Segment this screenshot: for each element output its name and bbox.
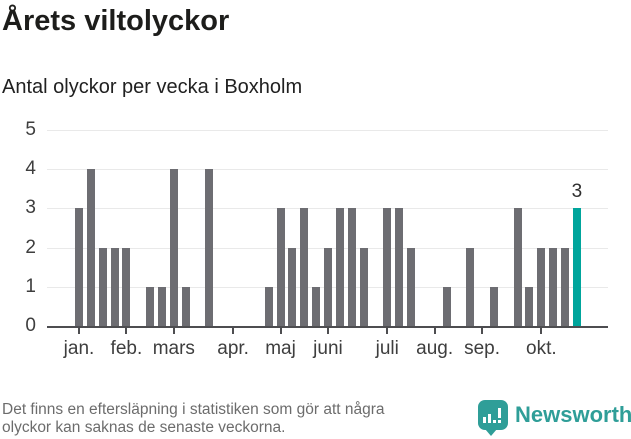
x-axis-label: maj [265,338,296,359]
y-axis: 0 1 2 3 4 5 [0,120,36,336]
bar-week [335,208,344,326]
bar-week [86,169,95,326]
x-axis-label: jan. [63,338,95,359]
chart-subtitle: Antal olyckor per vecka i Boxholm [2,76,303,98]
bar-week-highlight [572,208,581,326]
x-axis-tick [172,328,175,334]
bar-week [110,247,119,326]
x-axis-label: okt. [526,338,557,359]
speech-bubble-tail [485,429,497,436]
bar-week [146,286,155,326]
x-axis-label: aug. [416,338,454,359]
x-axis-tick [386,328,389,334]
bar-chart-speech-bubble-icon [478,400,508,430]
bar-week [169,169,178,326]
bar-week [288,247,297,326]
bar-week [157,286,166,326]
highlight-value-label: 3 [571,181,583,202]
x-axis-label: juni [313,338,343,359]
bar-week [300,208,309,326]
footer-note-line2: olyckor kan saknas de senaste veckorna. [2,418,286,436]
bar-week [395,208,404,326]
bar-week [347,208,356,326]
bar-week [406,247,415,326]
page-title: Årets viltolyckor [2,5,230,37]
bar-week [442,286,451,326]
bar-week [323,247,332,326]
x-axis-tick [326,328,329,334]
y-axis-label: 2 [25,236,36,258]
y-axis-label: 1 [25,275,36,297]
footer-note-line1: Det finns en eftersläpning i statistiken… [2,401,385,418]
bar-week [205,169,214,326]
x-axis-tick [125,328,128,334]
bar-week [466,247,475,326]
bar-week [75,208,83,326]
x-axis-label: mars [152,338,195,359]
x-axis-tick [279,328,282,334]
bar-week [513,208,522,326]
bar-week [383,208,392,326]
plot-area [47,130,608,328]
brand-name: Newsworthy [515,402,631,427]
bar-week [98,247,107,326]
bar-week [276,208,285,326]
x-axis-tick [78,328,80,334]
x-axis: jan. feb. mars apr. maj juni juli aug. sep. okt. [47,328,608,362]
bar-week [312,286,321,326]
gridline [47,130,608,131]
x-axis-tick [232,328,235,334]
y-axis-label: 5 [25,119,36,140]
gridline [47,169,608,171]
x-axis-tick [540,328,543,334]
bar-week [489,286,498,326]
gridline [47,208,608,210]
y-axis-label: 3 [25,197,36,219]
bar-week [561,247,570,326]
bar-week [264,286,273,326]
x-axis-label: feb. [110,338,143,359]
y-axis-label: 0 [25,315,36,336]
x-axis-label: juli [375,338,399,359]
bar-week [549,247,558,326]
footer-note: Det finns en eftersläpning i statistiken… [2,401,385,436]
x-axis-label: apr. [217,338,249,359]
x-axis-tick [481,328,484,334]
y-axis-label: 4 [25,158,36,180]
bar-week [359,247,368,326]
bar-week [122,247,131,326]
bar-week [525,286,534,326]
x-axis-tick [433,328,436,334]
bar-week [181,286,190,326]
bar-week [537,247,546,326]
x-axis-label: sep. [464,338,501,359]
